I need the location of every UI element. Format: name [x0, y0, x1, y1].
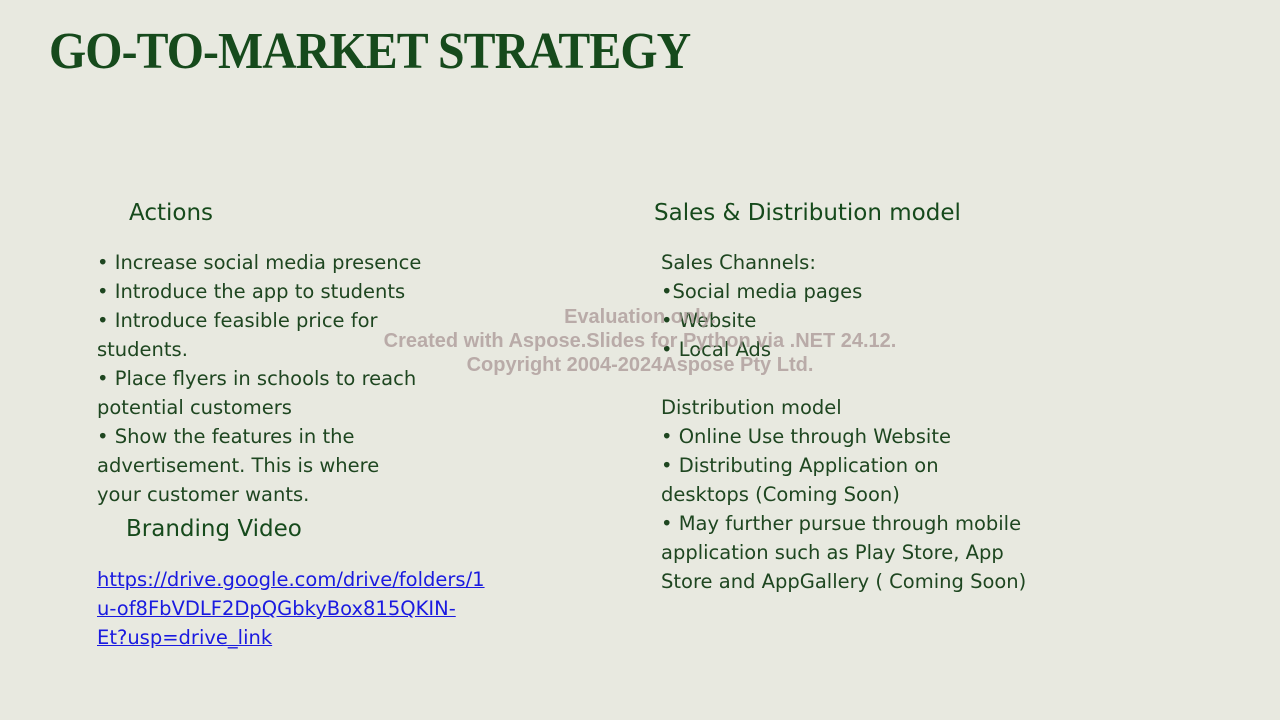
actions-line: • Introduce the app to students: [97, 280, 406, 303]
sales-distribution-heading: Sales & Distribution model: [654, 200, 961, 226]
slide-title: GO-TO-MARKET STRATEGY: [49, 23, 691, 80]
sales-line: desktops (Coming Soon): [661, 483, 900, 506]
actions-line: potential customers: [97, 396, 292, 419]
sales-line: •Social media pages: [661, 280, 863, 303]
actions-line: advertisement. This is where: [97, 454, 380, 477]
branding-video-heading: Branding Video: [126, 516, 302, 542]
actions-list: • Increase social media presence • Intro…: [97, 248, 421, 509]
sales-line: application such as Play Store, App: [661, 541, 1004, 564]
actions-heading: Actions: [129, 200, 214, 226]
sales-line: • Website: [661, 309, 757, 332]
link-line[interactable]: https://drive.google.com/drive/folders/1: [97, 568, 485, 591]
branding-video-link[interactable]: https://drive.google.com/drive/folders/1…: [97, 565, 485, 652]
sales-line: • Distributing Application on: [661, 454, 939, 477]
link-line[interactable]: Et?usp=drive_link: [97, 626, 273, 649]
actions-line: your customer wants.: [97, 483, 310, 506]
sales-line: Store and AppGallery ( Coming Soon): [661, 570, 1027, 593]
sales-line: • Local Ads: [661, 338, 771, 361]
sales-line: Sales Channels:: [661, 251, 816, 274]
sales-line: • May further pursue through mobile: [661, 512, 1022, 535]
actions-line: students.: [97, 338, 188, 361]
actions-line: • Show the features in the: [97, 425, 355, 448]
actions-line: • Increase social media presence: [97, 251, 422, 274]
actions-line: • Introduce feasible price for: [97, 309, 378, 332]
actions-line: • Place flyers in schools to reach: [97, 367, 417, 390]
sales-line: • Online Use through Website: [661, 425, 951, 448]
link-line[interactable]: u-of8FbVDLF2DpQGbkyBox815QKIN-: [97, 597, 456, 620]
sales-distribution-list: Sales Channels: •Social media pages • We…: [661, 248, 1026, 596]
sales-line: [661, 364, 1026, 393]
sales-line: Distribution model: [661, 396, 842, 419]
